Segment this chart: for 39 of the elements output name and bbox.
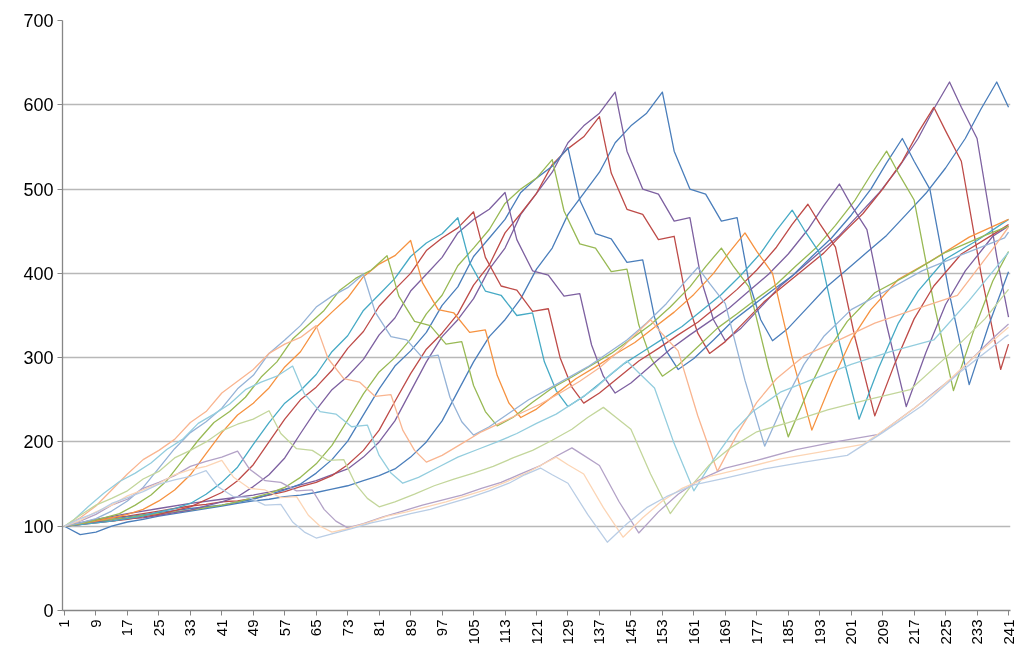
x-tick-label: 225 (936, 619, 954, 645)
x-tick-label: 49 (244, 619, 262, 637)
x-tick-label: 41 (212, 619, 230, 637)
x-tick-label: 73 (338, 619, 356, 637)
x-tick-label: 201 (842, 619, 860, 645)
x-tick-label: 145 (621, 619, 639, 645)
x-tick-label: 25 (149, 619, 167, 637)
x-tick-label: 217 (905, 619, 923, 645)
x-tick-label: 65 (307, 619, 325, 637)
x-tick-label: 17 (118, 619, 136, 637)
y-tick-label: 500 (23, 179, 54, 200)
y-tick-label: 0 (43, 601, 54, 621)
x-tick-label: 9 (86, 619, 104, 628)
x-tick-label: 161 (684, 619, 702, 645)
y-tick-label: 600 (23, 95, 54, 116)
x-tick-label: 81 (370, 619, 388, 637)
y-tick-label: 200 (23, 432, 54, 453)
x-tick-label: 105 (464, 619, 482, 645)
y-tick-label: 300 (23, 348, 54, 369)
x-tick-label: 33 (181, 619, 199, 637)
x-tick-label: 97 (433, 619, 451, 637)
x-tick-label: 1 (55, 619, 73, 628)
y-tick-label: 400 (23, 263, 54, 284)
x-tick-label: 169 (716, 619, 734, 645)
x-tick-label: 129 (558, 619, 576, 645)
y-tick-label: 700 (23, 11, 54, 31)
x-tick-label: 177 (747, 619, 765, 645)
y-tick-label: 100 (23, 516, 54, 537)
x-tick-label: 137 (590, 619, 608, 645)
x-tick-label: 185 (779, 619, 797, 645)
x-tick-label: 193 (810, 619, 828, 645)
x-tick-label: 153 (653, 619, 671, 645)
x-tick-label: 241 (999, 619, 1017, 645)
x-tick-label: 57 (275, 619, 293, 637)
x-tick-label: 121 (527, 619, 545, 645)
x-tick-label: 113 (496, 619, 514, 644)
x-tick-label: 233 (968, 619, 986, 645)
x-tick-label: 209 (873, 619, 891, 645)
x-tick-label: 89 (401, 619, 419, 637)
